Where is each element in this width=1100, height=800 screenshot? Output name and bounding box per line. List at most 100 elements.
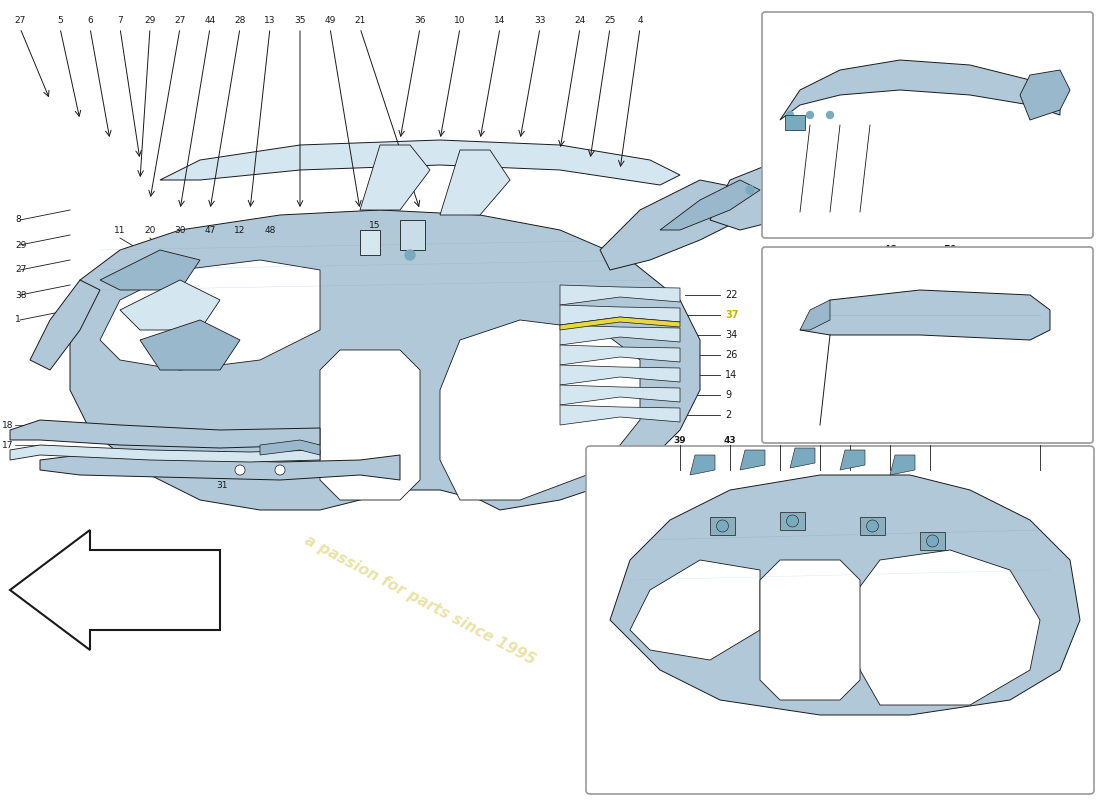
Polygon shape xyxy=(660,180,760,230)
Polygon shape xyxy=(560,345,680,365)
FancyBboxPatch shape xyxy=(762,247,1093,443)
Circle shape xyxy=(235,465,245,475)
Polygon shape xyxy=(790,448,815,468)
Text: 22: 22 xyxy=(356,461,369,470)
Text: 28: 28 xyxy=(234,16,245,25)
Text: 26: 26 xyxy=(725,350,737,360)
Text: 41: 41 xyxy=(773,436,786,445)
Polygon shape xyxy=(760,560,860,700)
Text: 45: 45 xyxy=(217,461,228,470)
Polygon shape xyxy=(560,365,680,385)
Polygon shape xyxy=(560,317,680,330)
Text: 47: 47 xyxy=(356,435,369,445)
Text: ELFERSPOT: ELFERSPOT xyxy=(299,368,460,392)
Polygon shape xyxy=(320,350,420,500)
Bar xyxy=(785,115,805,130)
Polygon shape xyxy=(560,385,680,405)
Circle shape xyxy=(405,250,415,260)
Text: 20: 20 xyxy=(144,226,156,235)
Polygon shape xyxy=(120,280,220,330)
Polygon shape xyxy=(560,285,680,305)
Text: 37: 37 xyxy=(725,310,738,320)
Text: 5: 5 xyxy=(57,16,63,25)
Text: 49: 49 xyxy=(324,16,336,25)
Polygon shape xyxy=(260,440,320,455)
Polygon shape xyxy=(840,450,865,470)
Polygon shape xyxy=(440,320,640,500)
Text: 12: 12 xyxy=(234,226,245,235)
Bar xyxy=(860,517,886,535)
FancyBboxPatch shape xyxy=(586,446,1094,794)
Text: 27: 27 xyxy=(174,16,186,25)
Text: 22: 22 xyxy=(725,290,737,300)
Text: 27: 27 xyxy=(14,16,25,25)
Polygon shape xyxy=(740,450,764,470)
Polygon shape xyxy=(710,160,820,230)
Text: a passion for parts since 1995: a passion for parts since 1995 xyxy=(302,533,538,667)
Text: 18: 18 xyxy=(1,421,13,430)
Text: 43: 43 xyxy=(814,436,826,445)
Polygon shape xyxy=(160,140,680,185)
Polygon shape xyxy=(40,455,400,480)
Text: 48: 48 xyxy=(264,226,276,235)
Polygon shape xyxy=(30,280,100,370)
Text: 29: 29 xyxy=(15,241,26,250)
Polygon shape xyxy=(780,60,1060,120)
Circle shape xyxy=(786,111,793,118)
FancyBboxPatch shape xyxy=(360,230,379,255)
Text: Valid for USA, USA Light, CDN, China and Gulf: Valid for USA, USA Light, CDN, China and… xyxy=(776,162,983,171)
Circle shape xyxy=(826,111,834,118)
Polygon shape xyxy=(850,550,1040,705)
Text: 38: 38 xyxy=(15,290,26,299)
Text: 43: 43 xyxy=(724,436,736,445)
Polygon shape xyxy=(630,560,760,660)
FancyBboxPatch shape xyxy=(400,220,425,250)
FancyBboxPatch shape xyxy=(762,12,1093,238)
Text: 11: 11 xyxy=(114,226,125,235)
Text: 3: 3 xyxy=(362,450,369,459)
Polygon shape xyxy=(10,420,320,448)
Polygon shape xyxy=(600,180,750,270)
Polygon shape xyxy=(560,405,680,425)
Text: 39: 39 xyxy=(673,436,686,445)
Polygon shape xyxy=(560,305,680,325)
Text: 52: 52 xyxy=(944,25,957,35)
Text: 29: 29 xyxy=(144,16,156,25)
Text: 7: 7 xyxy=(117,16,123,25)
Text: 44: 44 xyxy=(205,16,216,25)
Text: 21: 21 xyxy=(354,16,365,25)
Polygon shape xyxy=(440,150,510,215)
Circle shape xyxy=(786,515,799,527)
Text: 33: 33 xyxy=(535,16,546,25)
Circle shape xyxy=(746,186,754,194)
Polygon shape xyxy=(560,325,680,345)
Text: 25: 25 xyxy=(604,16,616,25)
Text: 2: 2 xyxy=(725,410,732,420)
Text: 24: 24 xyxy=(574,16,585,25)
Text: 14: 14 xyxy=(494,16,506,25)
Text: 50: 50 xyxy=(944,245,957,255)
Text: 19: 19 xyxy=(217,450,228,459)
Bar xyxy=(920,532,945,550)
Text: 23: 23 xyxy=(217,435,228,445)
Circle shape xyxy=(867,520,879,532)
Polygon shape xyxy=(800,300,830,330)
Text: 30: 30 xyxy=(174,226,186,235)
Polygon shape xyxy=(360,145,430,210)
Polygon shape xyxy=(800,290,1050,340)
Text: 32: 32 xyxy=(217,470,228,479)
Text: 9: 9 xyxy=(725,390,732,400)
Text: 13: 13 xyxy=(264,16,276,25)
Text: Vale per USA, USA Light, CDN, China e Golfo: Vale per USA, USA Light, CDN, China e Go… xyxy=(776,145,976,154)
Text: 53: 53 xyxy=(793,205,806,215)
Text: 54: 54 xyxy=(823,205,837,215)
Text: 17: 17 xyxy=(1,441,13,450)
Text: 6: 6 xyxy=(87,16,92,25)
Circle shape xyxy=(275,465,285,475)
Text: 31: 31 xyxy=(217,481,228,490)
Text: 34: 34 xyxy=(725,330,737,340)
Text: 10: 10 xyxy=(454,16,465,25)
Text: 40: 40 xyxy=(924,436,936,445)
Polygon shape xyxy=(890,455,915,475)
Text: 35: 35 xyxy=(295,16,306,25)
